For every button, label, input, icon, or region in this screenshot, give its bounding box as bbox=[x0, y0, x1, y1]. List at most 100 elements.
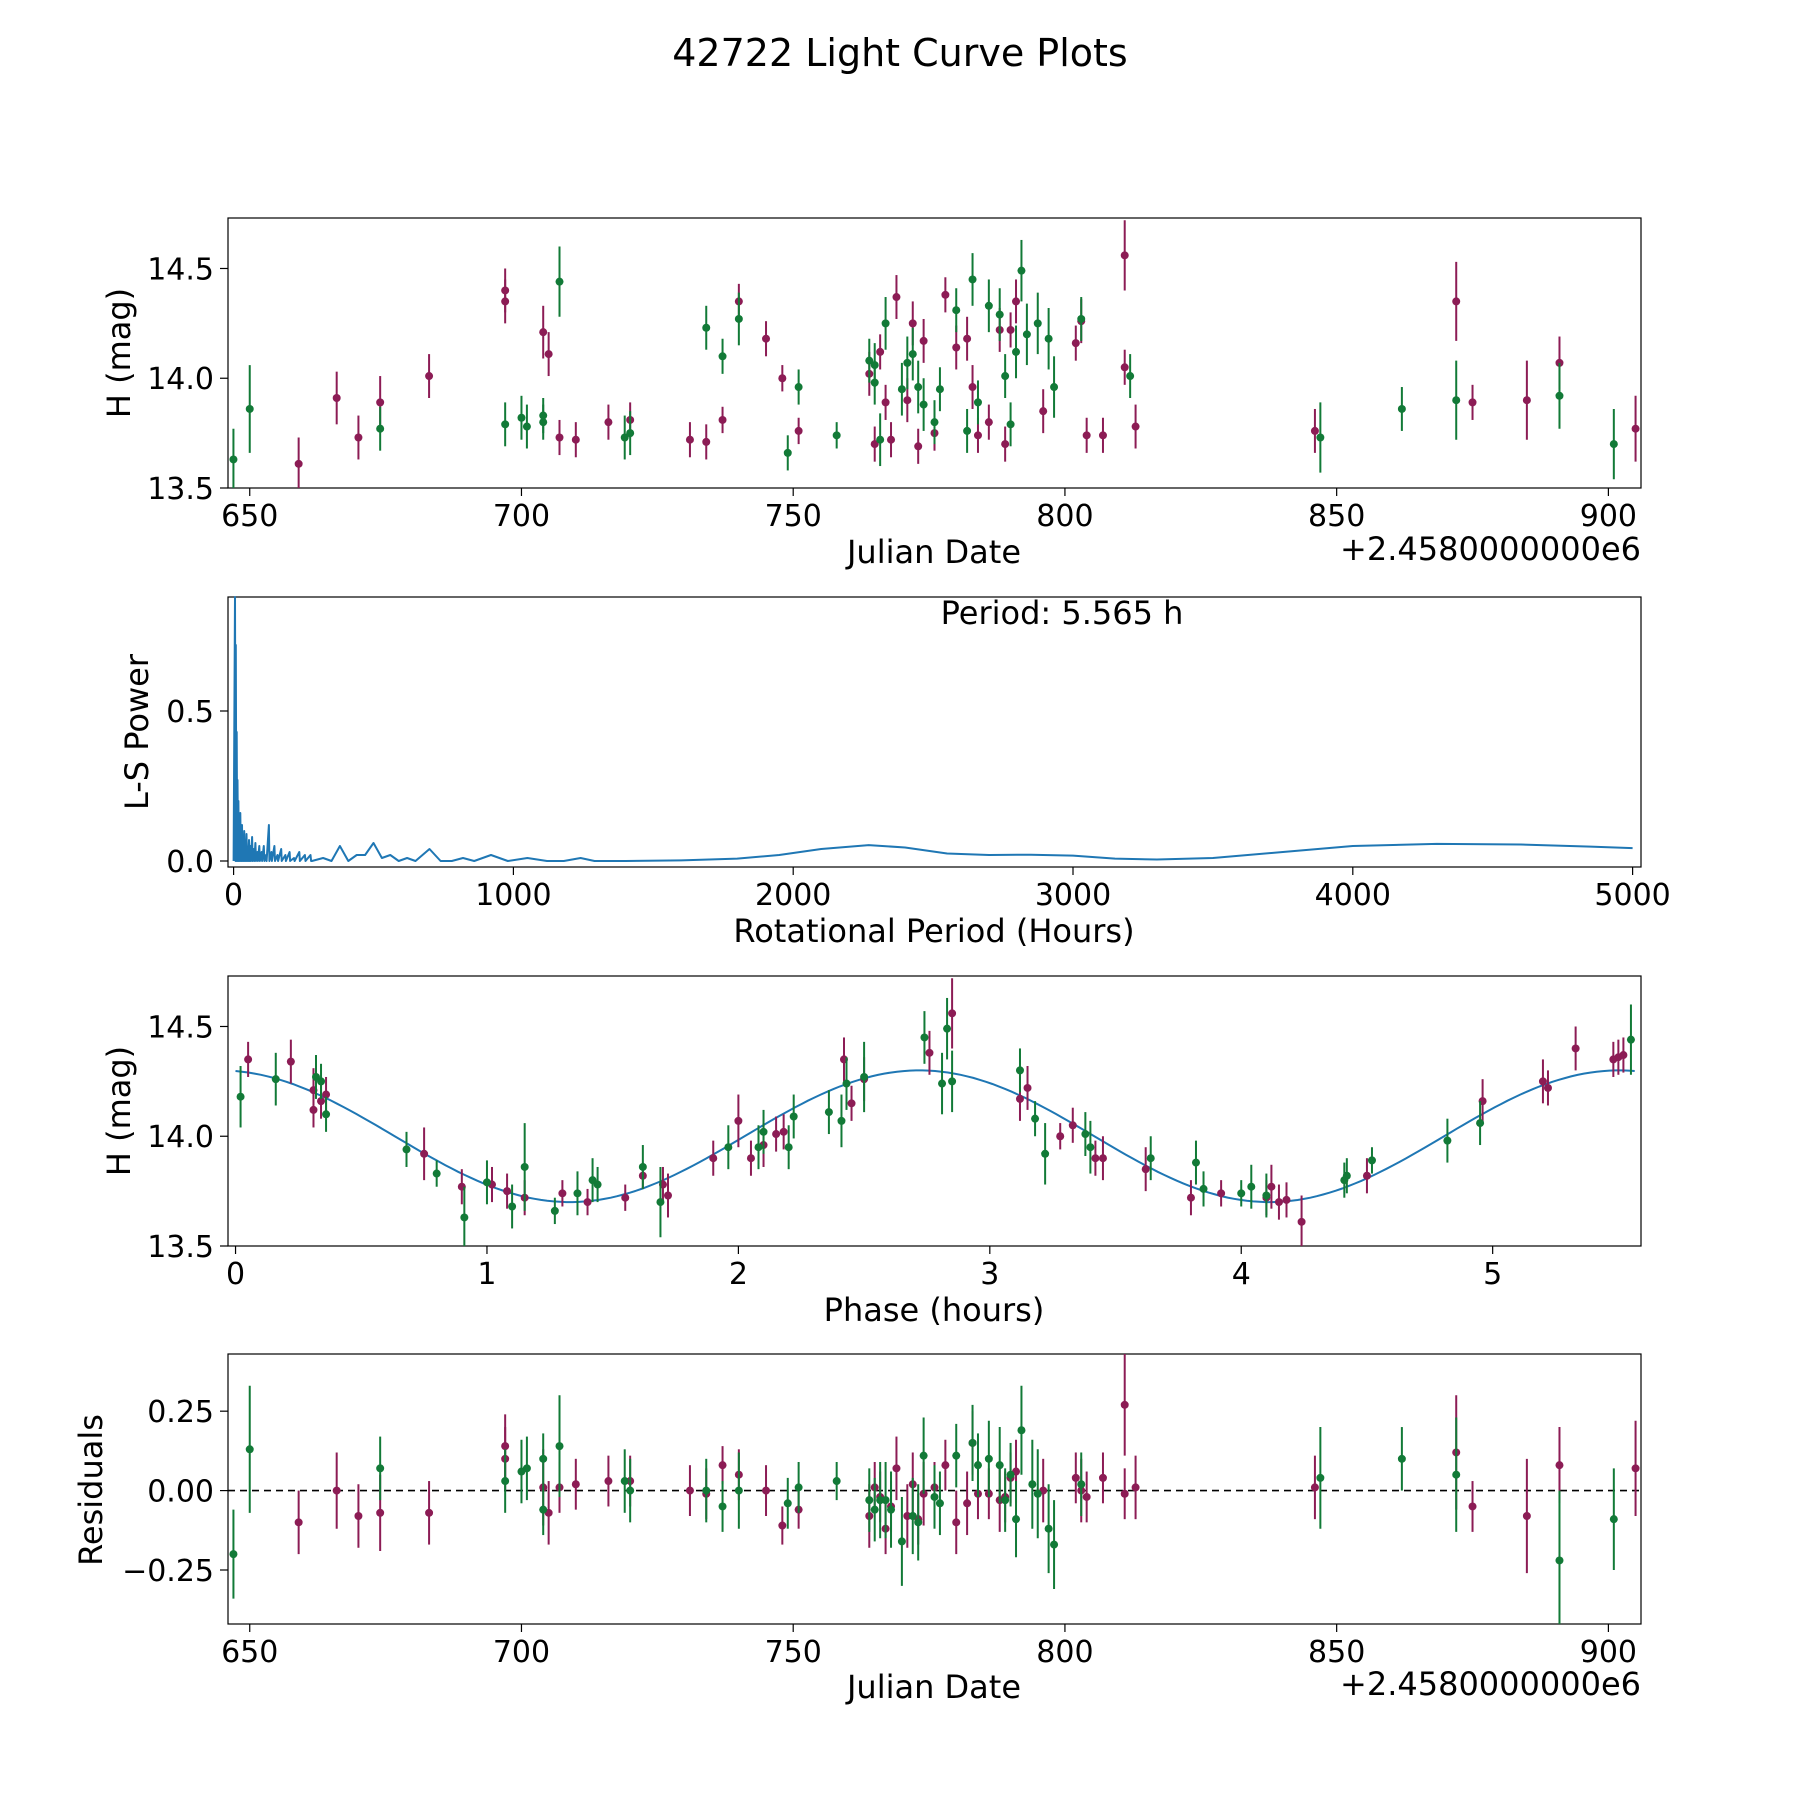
lightcurve-marker bbox=[1012, 347, 1021, 356]
lightcurve-data-point bbox=[522, 404, 531, 449]
lightcurve-marker bbox=[718, 352, 727, 361]
phased-marker bbox=[734, 1116, 743, 1125]
phased-marker bbox=[558, 1189, 567, 1198]
residuals-data-point bbox=[1006, 1442, 1015, 1507]
residuals-data-point bbox=[1039, 1458, 1048, 1523]
phased-data-point bbox=[1274, 1184, 1283, 1220]
lightcurve-data-point bbox=[1522, 360, 1531, 440]
phased-marker bbox=[1141, 1165, 1150, 1174]
residuals-marker bbox=[1310, 1483, 1319, 1492]
residuals-marker bbox=[229, 1550, 238, 1559]
phased-marker bbox=[754, 1143, 763, 1152]
residuals-marker bbox=[1120, 1400, 1129, 1409]
lightcurve-data-point bbox=[903, 336, 912, 390]
lightcurve-data-point bbox=[914, 360, 923, 414]
lightcurve-data-point bbox=[501, 402, 510, 447]
lightcurve-data-point bbox=[354, 415, 363, 460]
residuals-xtick-label: 650 bbox=[221, 1635, 278, 1670]
phased-marker bbox=[746, 1154, 755, 1163]
residuals-data-point bbox=[332, 1452, 341, 1529]
phased-marker bbox=[317, 1097, 326, 1106]
residuals-marker bbox=[1071, 1473, 1080, 1482]
phased-marker bbox=[824, 1108, 833, 1117]
residuals-marker bbox=[881, 1496, 890, 1505]
lightcurve-marker bbox=[501, 286, 510, 295]
phased-xtick-label: 3 bbox=[980, 1257, 999, 1292]
periodogram-ytick-label: 0.5 bbox=[166, 695, 214, 730]
phased-marker bbox=[1191, 1158, 1200, 1167]
phased-data-point bbox=[943, 997, 952, 1060]
lightcurve-marker bbox=[1131, 422, 1140, 431]
residuals-data-point bbox=[1452, 1417, 1461, 1532]
lightcurve-data-point bbox=[1017, 239, 1026, 302]
residuals-marker bbox=[571, 1480, 580, 1489]
phased-data-point bbox=[420, 1127, 429, 1181]
residuals-data-point bbox=[984, 1420, 993, 1497]
lightcurve-marker bbox=[968, 383, 977, 392]
lightcurve-marker bbox=[963, 334, 972, 343]
residuals-marker bbox=[1452, 1470, 1461, 1479]
phased-data-point bbox=[1538, 1059, 1547, 1104]
lightcurve-data-point bbox=[1044, 308, 1053, 370]
lightcurve-data-point bbox=[794, 417, 803, 445]
phased-data-point bbox=[1571, 1026, 1580, 1071]
phased-data-point bbox=[754, 1125, 763, 1170]
phased-marker bbox=[1538, 1077, 1547, 1086]
lightcurve-data-point bbox=[952, 325, 961, 370]
phased-data-point bbox=[638, 1145, 647, 1189]
residuals-data-point bbox=[718, 1446, 727, 1485]
phased-data-point bbox=[1237, 1180, 1246, 1207]
phased-data-point bbox=[508, 1184, 517, 1229]
residuals-marker bbox=[968, 1438, 977, 1447]
residuals-marker bbox=[718, 1461, 727, 1470]
residuals-data-point bbox=[832, 1462, 841, 1501]
residuals-marker bbox=[1555, 1556, 1564, 1565]
residuals-marker bbox=[1631, 1464, 1640, 1473]
lightcurve-marker bbox=[881, 398, 890, 407]
phased-marker bbox=[460, 1213, 469, 1222]
lightcurve-data-point bbox=[1316, 402, 1325, 473]
phased-marker bbox=[842, 1079, 851, 1088]
phased-marker bbox=[1023, 1083, 1032, 1092]
phased-data-point bbox=[621, 1184, 630, 1211]
lightcurve-data-point bbox=[555, 419, 564, 456]
lightcurve-data-point bbox=[1120, 349, 1129, 385]
lightcurve-panel: 650 700 750 800 850 900 13.5 14.0 14.5 Julian Da… bbox=[100, 217, 1642, 571]
lightcurve-marker bbox=[1033, 319, 1042, 328]
residuals-ytick-label: −0.25 bbox=[122, 1554, 214, 1589]
lightcurve-marker bbox=[604, 418, 613, 427]
residuals-marker bbox=[734, 1486, 743, 1495]
lightcurve-data-point bbox=[930, 400, 939, 445]
residuals-data-point bbox=[1077, 1452, 1086, 1516]
residuals-marker bbox=[1044, 1524, 1053, 1533]
phased-marker bbox=[1041, 1149, 1050, 1158]
phased-marker bbox=[938, 1079, 947, 1088]
residuals-marker bbox=[935, 1499, 944, 1508]
lightcurve-ticks: 650 700 750 800 850 900 13.5 14.0 14.5 bbox=[147, 252, 1637, 534]
phased-data-point bbox=[1543, 1070, 1552, 1106]
residuals-ticks: 650 700 750 800 850 900 −0.25 0.00 0.25 bbox=[122, 1395, 1637, 1670]
residuals-marker bbox=[294, 1518, 303, 1527]
phased-data-point bbox=[1619, 1037, 1628, 1073]
lightcurve-data-point bbox=[1609, 408, 1618, 480]
lightcurve-marker bbox=[376, 398, 385, 407]
phased-marker bbox=[1626, 1035, 1635, 1044]
lightcurve-data-point bbox=[1071, 325, 1080, 361]
phased-marker bbox=[1098, 1154, 1107, 1163]
residuals-marker bbox=[1077, 1480, 1086, 1489]
residuals-data-point bbox=[892, 1436, 901, 1501]
phased-data-point bbox=[1342, 1158, 1351, 1194]
lightcurve-xtick-label: 900 bbox=[1580, 499, 1637, 534]
lightcurve-marker bbox=[294, 459, 303, 468]
phased-plot-frame bbox=[227, 975, 1642, 1247]
residuals-data-point bbox=[501, 1449, 510, 1513]
residuals-data-point bbox=[762, 1465, 771, 1516]
phased-marker bbox=[779, 1127, 788, 1136]
residuals-marker bbox=[539, 1505, 548, 1514]
phased-data-point bbox=[784, 1125, 793, 1170]
residuals-marker bbox=[501, 1477, 510, 1486]
residuals-data-point bbox=[718, 1481, 727, 1532]
lightcurve-marker bbox=[1631, 424, 1640, 433]
phased-data-point bbox=[482, 1160, 491, 1205]
